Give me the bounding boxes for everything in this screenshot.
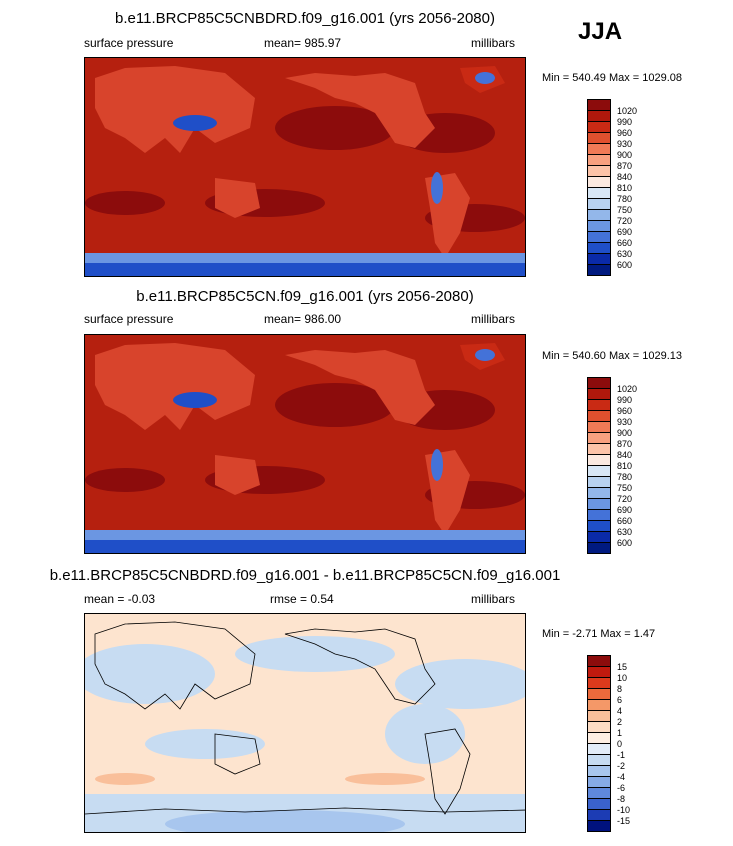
colorbar-label: 870 — [617, 439, 633, 449]
panel-3-units-label: millibars — [471, 592, 516, 606]
panel-2-variable-label: surface pressure — [84, 312, 174, 326]
season-label: JJA — [578, 18, 623, 45]
panel-3-title: b.e11.BRCP85C5CNBDRD.f09_g16.001 - b.e11… — [49, 567, 561, 584]
colorbar-label: 780 — [617, 472, 633, 482]
colorbar-label: -10 — [617, 805, 631, 815]
colorbar-label: 8 — [617, 684, 623, 694]
panel-2-title: b.e11.BRCP85C5CN.f09_g16.001 (yrs 2056-2… — [136, 288, 474, 305]
panel-1-title: b.e11.BRCP85C5CNBDRD.f09_g16.001 (yrs 20… — [115, 10, 495, 27]
panel-2-minmax: Min = 540.60 Max = 1029.13 — [542, 350, 683, 362]
colorbar-label: 600 — [617, 260, 633, 270]
panel-2-map — [84, 334, 526, 554]
colorbar-label: 630 — [617, 249, 633, 259]
panel-2-colorbar — [587, 377, 611, 554]
colorbar-label: 1 — [617, 728, 623, 738]
colorbar-label: 4 — [617, 706, 623, 716]
colorbar-label: 930 — [617, 417, 633, 427]
colorbar-label: -8 — [617, 794, 626, 804]
colorbar-label: -6 — [617, 783, 626, 793]
colorbar-label: 1020 — [617, 106, 638, 116]
panel-3-rmse-label: rmse = 0.54 — [270, 592, 334, 606]
panel-3-map — [84, 613, 526, 833]
colorbar-label: 6 — [617, 695, 623, 705]
panel-1-map — [84, 57, 526, 277]
colorbar-label: 660 — [617, 516, 633, 526]
colorbar-label: 960 — [617, 128, 633, 138]
colorbar-label: 720 — [617, 216, 633, 226]
colorbar-label: 900 — [617, 428, 633, 438]
colorbar-label: 990 — [617, 395, 633, 405]
panel-3-mean-label: mean = -0.03 — [84, 592, 156, 606]
panel-1-variable-label: surface pressure — [84, 36, 174, 50]
colorbar-label: -4 — [617, 772, 626, 782]
panel-3-colorbar — [587, 655, 611, 832]
panel-2-mean-label: mean= 986.00 — [264, 312, 342, 326]
colorbar-label: 810 — [617, 461, 633, 471]
colorbar-label: 1020 — [617, 384, 638, 394]
colorbar-label: 870 — [617, 161, 633, 171]
colorbar-swatch — [587, 264, 611, 276]
panel-1-minmax: Min = 540.49 Max = 1029.08 — [542, 72, 683, 84]
panel-1-mean-label: mean= 985.97 — [264, 36, 342, 50]
colorbar-label: 2 — [617, 717, 623, 727]
colorbar-label: 630 — [617, 527, 633, 537]
colorbar-label: 690 — [617, 505, 633, 515]
colorbar-label: 750 — [617, 483, 633, 493]
colorbar-label: 600 — [617, 538, 633, 548]
panel-2-units-label: millibars — [471, 312, 516, 326]
panel-1-colorbar — [587, 99, 611, 276]
panel-3-minmax: Min = -2.71 Max = 1.47 — [542, 628, 656, 640]
colorbar-label: 990 — [617, 117, 633, 127]
colorbar-label: 960 — [617, 406, 633, 416]
colorbar-label: 900 — [617, 150, 633, 160]
colorbar-label: 690 — [617, 227, 633, 237]
colorbar-label: 930 — [617, 139, 633, 149]
colorbar-label: -1 — [617, 750, 626, 760]
colorbar-label: 780 — [617, 194, 633, 204]
colorbar-label: 0 — [617, 739, 623, 749]
panel-1-units-label: millibars — [471, 36, 516, 50]
colorbar-label: -2 — [617, 761, 626, 771]
colorbar-label: 720 — [617, 494, 633, 504]
colorbar-label: 840 — [617, 450, 633, 460]
colorbar-label: 10 — [617, 673, 628, 683]
colorbar-label: 840 — [617, 172, 633, 182]
colorbar-label: 750 — [617, 205, 633, 215]
colorbar-label: 810 — [617, 183, 633, 193]
colorbar-label: -15 — [617, 816, 631, 826]
colorbar-label: 660 — [617, 238, 633, 248]
colorbar-label: 15 — [617, 662, 628, 672]
colorbar-swatch — [587, 820, 611, 832]
colorbar-swatch — [587, 542, 611, 554]
